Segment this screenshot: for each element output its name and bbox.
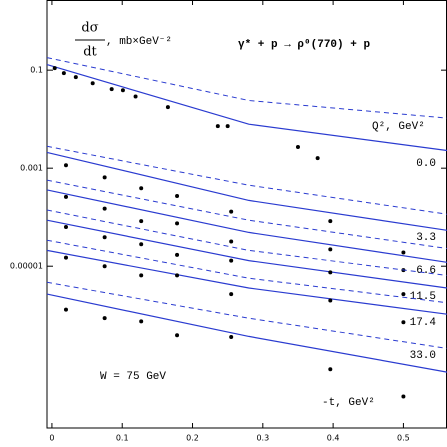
data-point [102,206,107,211]
q2-label: 17.4 [410,317,437,329]
q2-label: 0.0 [416,158,436,170]
data-point [90,81,95,86]
data-point [328,247,333,252]
y-tick-label: 0.1 [30,66,43,75]
y-tick-label: 0.00001 [10,262,43,271]
data-point [52,66,57,71]
x-tick-label: 0.5 [397,434,410,443]
data-point [165,105,170,110]
model-curve-dashed [46,209,447,276]
data-point [102,175,107,180]
legend-title: Q², GeV² [372,121,425,133]
reaction-label: γ* + p → ρ⁰(770) + p [238,39,370,51]
model-curve-dashed [46,281,447,349]
y-label-unit: , mb×GeV⁻² [106,36,172,48]
model-curve [46,249,447,315]
data-point [229,292,234,297]
data-point [73,75,78,80]
q2-label: 3.3 [416,232,436,244]
data-point [175,221,180,226]
data-point [61,71,66,76]
x-tick-label: 0.3 [256,434,269,443]
y-label-denominator: dt [83,45,97,60]
y-tick-label: 0.001 [20,164,43,173]
data-point [328,219,333,224]
data-point [133,94,138,99]
model-curve [46,293,447,373]
x-tick-label: 0.1 [116,434,129,443]
model-curve [46,219,447,289]
data-point [215,124,220,129]
data-point [229,334,234,339]
q2-label: 33.0 [410,350,436,362]
data-point [328,367,333,372]
data-point [175,333,180,338]
y-label-numerator: dσ [81,21,98,36]
data-point [139,319,144,324]
data-point [175,252,180,257]
data-point [139,273,144,278]
energy-label: W = 75 GeV [100,371,166,383]
data-point [63,255,68,260]
data-point [63,194,68,199]
data-point [225,124,230,129]
data-point [109,87,114,92]
x-tick-label: 0.4 [327,434,340,443]
model-curve-dashed [46,57,447,119]
data-point [401,250,406,255]
data-point [229,239,234,244]
data-point [63,307,68,312]
x-tick-label: 0.2 [186,434,199,443]
data-point [328,270,333,275]
data-point [63,225,68,230]
model-curve [46,151,447,231]
data-point [120,88,125,93]
model-curve-dashed [46,239,447,304]
data-point [139,242,144,247]
data-point [328,298,333,303]
model-curve [46,64,447,152]
model-curve [46,189,447,263]
data-point [295,145,300,150]
data-point [401,292,406,297]
data-point [175,273,180,278]
data-point [175,194,180,199]
plot-frame [46,0,447,429]
data-point [102,264,107,269]
x-axis-label: -t, GeV² [322,397,375,409]
data-point [401,394,406,399]
q2-label: 6.6 [416,265,436,277]
data-point [229,258,234,263]
data-point [139,219,144,224]
data-point [102,316,107,321]
data-point [139,186,144,191]
data-point [63,163,68,168]
data-point [315,156,320,161]
x-tick-label: 0 [49,434,54,443]
data-point [102,235,107,240]
q2-label: 11.5 [410,291,436,303]
data-point [229,209,234,214]
model-curve-dashed [46,145,447,215]
model-curve-dashed [46,179,447,249]
data-point [401,320,406,325]
